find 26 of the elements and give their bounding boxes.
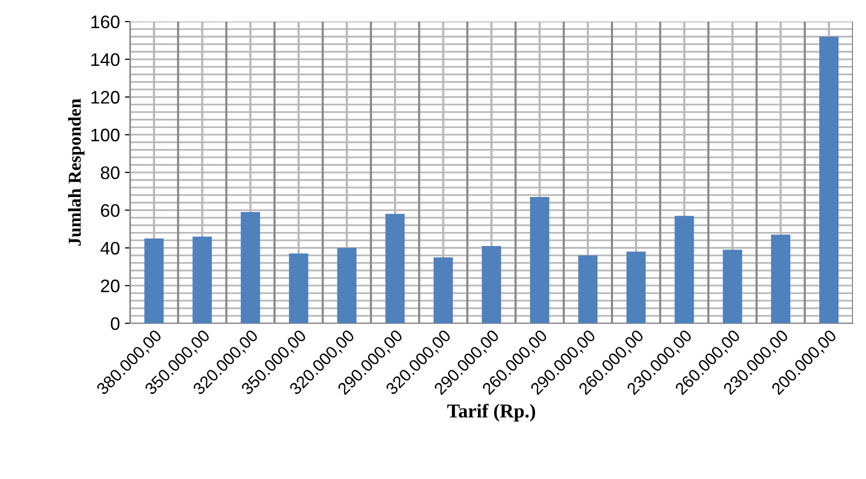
y-tick-label: 40 bbox=[100, 242, 120, 255]
y-tick-label: 20 bbox=[101, 280, 120, 292]
y-tick-label: 100 bbox=[91, 128, 120, 142]
x-axis-title: Tarif (Rp.) bbox=[447, 404, 536, 422]
y-tick-label: 120 bbox=[91, 90, 120, 104]
bar bbox=[819, 36, 839, 324]
y-tick-label: 140 bbox=[91, 53, 120, 66]
bar bbox=[722, 250, 742, 324]
bar bbox=[144, 238, 164, 324]
bar bbox=[626, 252, 646, 324]
y-tick-label: 80 bbox=[100, 166, 120, 180]
bar bbox=[385, 214, 405, 324]
bar bbox=[771, 234, 790, 324]
bar bbox=[240, 212, 260, 324]
bar bbox=[482, 246, 502, 324]
y-tick-label: 160 bbox=[91, 15, 120, 28]
bar bbox=[288, 254, 308, 324]
bar bbox=[674, 216, 694, 324]
bar bbox=[434, 257, 453, 324]
bar bbox=[578, 255, 598, 324]
y-axis-title: Jumlah Responden bbox=[68, 98, 84, 246]
y-tick-label: 60 bbox=[101, 204, 120, 217]
bar bbox=[530, 196, 550, 324]
bar bbox=[337, 248, 356, 324]
bar bbox=[192, 236, 212, 324]
y-tick-label: 0 bbox=[110, 317, 120, 330]
